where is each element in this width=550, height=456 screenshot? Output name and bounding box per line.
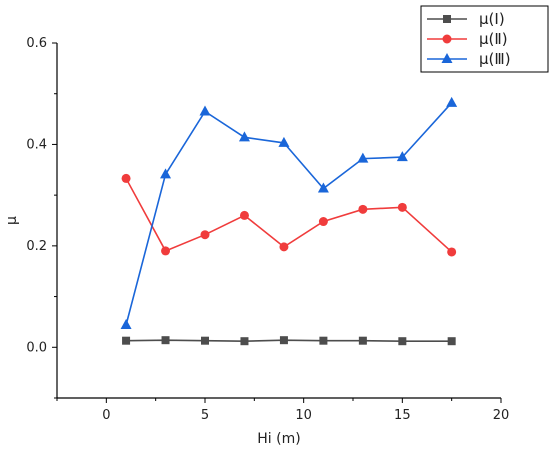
x-tick-label: 15 xyxy=(394,408,411,423)
data-point xyxy=(120,318,132,329)
legend-entry: μ(Ⅲ) xyxy=(427,50,511,68)
data-point xyxy=(238,131,250,142)
data-point xyxy=(161,246,171,256)
data-point xyxy=(279,336,288,345)
legend-entry: μ(Ⅱ) xyxy=(427,30,508,48)
data-point xyxy=(398,337,407,346)
y-tick-label: 0.2 xyxy=(26,239,47,254)
x-tick-label: 5 xyxy=(201,408,209,423)
data-point xyxy=(357,152,369,163)
data-point xyxy=(317,182,329,193)
data-point xyxy=(122,336,131,345)
y-tick-label: 0.6 xyxy=(26,36,47,51)
legend-label: μ(Ⅱ) xyxy=(479,30,508,48)
legend-label: μ(Ⅲ) xyxy=(479,50,511,68)
data-point xyxy=(240,337,249,346)
legend: μ(Ⅰ) μ(Ⅱ) μ(Ⅲ) xyxy=(420,5,549,73)
legend-label: μ(Ⅰ) xyxy=(479,10,505,28)
data-point xyxy=(447,337,456,346)
data-point xyxy=(447,247,457,257)
data-point xyxy=(199,105,211,116)
legend-marker xyxy=(443,15,451,23)
data-point xyxy=(397,202,407,212)
data-point xyxy=(319,336,328,345)
data-point xyxy=(278,136,290,147)
axes: 0 5 10 15 20 0.0 0.2 0.4 0.6 xyxy=(26,36,509,423)
x-tick-label: 0 xyxy=(102,408,110,423)
series-3 xyxy=(120,96,458,329)
x-axis-title: Hi (m) xyxy=(257,431,300,447)
series-layer xyxy=(120,96,458,346)
legend-marker xyxy=(442,34,452,44)
data-point xyxy=(121,173,131,183)
data-point xyxy=(201,336,209,345)
legend-entry: μ(Ⅰ) xyxy=(427,10,505,28)
series-line xyxy=(125,178,453,253)
data-point xyxy=(279,242,289,252)
y-axis-title: μ xyxy=(4,216,20,225)
series-line xyxy=(125,102,453,326)
data-point xyxy=(239,210,249,220)
data-point xyxy=(200,230,210,240)
x-tick-label: 10 xyxy=(295,408,312,423)
data-point xyxy=(160,168,172,179)
series-2 xyxy=(121,173,457,257)
data-point xyxy=(358,336,367,345)
data-point xyxy=(446,96,458,107)
y-tick-label: 0.4 xyxy=(26,137,47,152)
data-point xyxy=(161,336,170,345)
data-point xyxy=(318,217,328,227)
series-1 xyxy=(122,336,456,346)
legend-marker xyxy=(441,53,453,63)
y-tick-label: 0.0 xyxy=(26,340,47,355)
x-tick-label: 20 xyxy=(493,408,510,423)
data-point xyxy=(396,151,408,162)
data-point xyxy=(358,204,368,214)
